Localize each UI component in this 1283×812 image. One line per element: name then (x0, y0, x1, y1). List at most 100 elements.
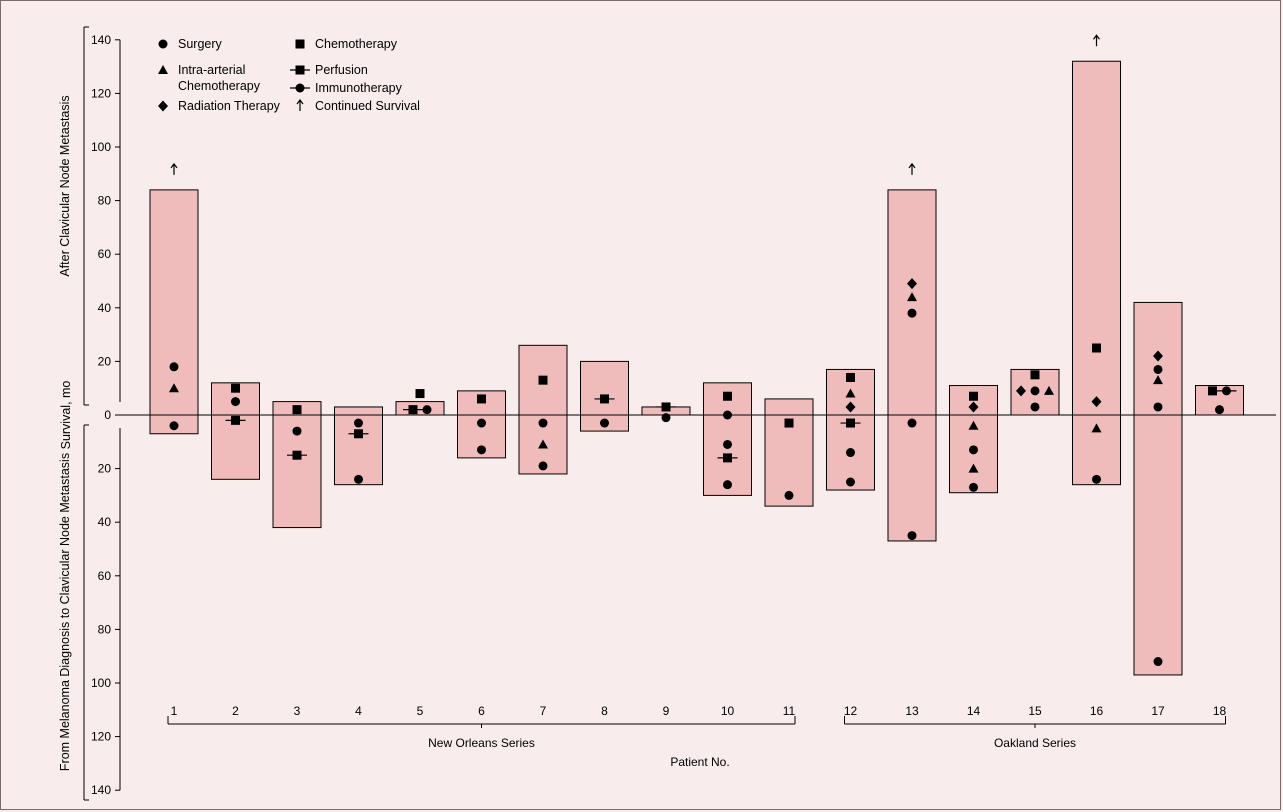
survival-bar-patient-7 (518, 344, 568, 475)
continued-head (296, 99, 304, 105)
radiation-marker (1016, 385, 1026, 397)
chemotherapy-marker (723, 391, 732, 401)
continued-head (170, 162, 178, 169)
surgery-marker (600, 418, 609, 428)
legend-label-line: Chemotherapy (178, 79, 261, 93)
treatment-surgery-patient-2 (231, 397, 240, 407)
treatment-chemotherapy-patient-3 (292, 405, 302, 415)
legend-marker-intra_arterial (158, 65, 168, 74)
y-tick-label: 60 (98, 247, 112, 261)
survival-bar-patient-12 (826, 368, 875, 491)
bars-layer (149, 60, 1244, 676)
treatment-surgery-patient-17 (1153, 364, 1163, 374)
intra-arterial-marker (968, 420, 979, 430)
chemotherapy-marker (292, 405, 302, 415)
y-tick-label: 40 (98, 515, 112, 529)
y-tick-label: 60 (98, 569, 112, 583)
treatment-intra_arterial-patient-1 (169, 383, 179, 393)
intra-arterial-marker (1044, 385, 1054, 395)
legend-label-line: Surgery (178, 37, 223, 51)
patient-label-18: 18 (1213, 704, 1227, 718)
surgery-marker (538, 461, 548, 471)
treatment-perfusion-patient-4 (348, 429, 369, 439)
surgery-marker (723, 410, 732, 420)
intra-arterial-marker (1153, 375, 1163, 385)
treatment-radiation-patient-15 (1016, 385, 1026, 397)
perfusion-marker (600, 394, 609, 404)
chemotherapy-marker (231, 383, 240, 393)
legend-label-chemotherapy: Chemotherapy (315, 37, 398, 51)
surgery-marker (1215, 405, 1224, 415)
intra-arterial-marker (1091, 423, 1102, 433)
surgery-marker (1030, 402, 1040, 412)
y-tick-label: 0 (104, 408, 111, 422)
surgery-marker (1092, 474, 1101, 484)
treatment-surgery-patient-8 (600, 418, 609, 428)
patient-label-4: 4 (355, 704, 362, 718)
patient-label-16: 16 (1090, 704, 1104, 718)
patient-label-3: 3 (294, 704, 301, 718)
treatment-chemotherapy-patient-18 (1208, 386, 1217, 396)
patient-label-9: 9 (663, 704, 670, 718)
y-tick-label: 120 (91, 730, 111, 744)
treatment-surgery-patient-11 (784, 490, 794, 500)
chemotherapy-marker (477, 394, 486, 404)
treatment-perfusion-patient-10 (717, 453, 738, 463)
treatment-surgery-patient-16 (1092, 474, 1101, 484)
legend-label-line: Continued Survival (315, 99, 420, 113)
intra-arterial-marker (968, 463, 979, 473)
y-tick-label: 140 (91, 783, 111, 797)
perfusion-marker (292, 450, 302, 460)
perfusion-marker (661, 402, 671, 412)
legend: Surgery Chemotherapy Intra-arterial Chemoth… (158, 37, 420, 113)
perfusion-marker (408, 405, 418, 415)
surgery-marker (422, 405, 432, 415)
chemotherapy-marker (538, 375, 548, 385)
continued-survival-arrow-patient-1 (170, 162, 178, 175)
perfusion-marker (231, 415, 240, 425)
immunotherapy-marker (295, 83, 305, 93)
legend-label-line: Chemotherapy (315, 37, 398, 51)
intra-arterial-marker (907, 292, 917, 302)
patient-label-15: 15 (1028, 704, 1042, 718)
patient-label-1: 1 (171, 704, 178, 718)
survival-bar-patient-1 (149, 189, 199, 435)
intra-arterial-marker (169, 383, 179, 393)
treatment-surgery-patient-14 (969, 445, 978, 455)
treatment-surgery-patient-6 (477, 445, 486, 455)
treatment-intra_arterial-patient-16 (1091, 423, 1102, 433)
surgery-marker (723, 439, 732, 449)
surgery-marker (661, 413, 671, 423)
y-tick-label: 40 (98, 301, 112, 315)
radiation-marker (158, 100, 168, 112)
immunotherapy-marker (1222, 386, 1231, 396)
patient-label-13: 13 (905, 704, 919, 718)
marks-layer (169, 34, 1237, 667)
surgery-marker (907, 418, 917, 428)
perfusion-marker (295, 65, 305, 75)
patient-label-11: 11 (783, 704, 796, 718)
y-tick-label: 20 (98, 354, 112, 368)
treatment-chemotherapy-patient-10 (723, 391, 732, 401)
legend-label-perfusion: Perfusion (315, 63, 368, 77)
treatment-surgery-patient-17 (1153, 657, 1163, 667)
treatment-surgery-patient-17 (1153, 402, 1163, 412)
treatment-perfusion-patient-8 (594, 394, 615, 404)
continued-survival-arrow-patient-13 (908, 162, 916, 175)
perfusion-marker (354, 429, 363, 439)
chemotherapy-marker (1208, 386, 1217, 396)
treatment-chemotherapy-patient-15 (1030, 370, 1040, 380)
treatment-surgery-patient-13 (907, 308, 917, 318)
surgery-marker (846, 477, 855, 487)
legend-marker-surgery (158, 39, 168, 49)
treatment-radiation-patient-14 (968, 401, 979, 413)
treatment-chemotherapy-patient-11 (784, 418, 794, 428)
patient-label-12: 12 (844, 704, 858, 718)
treatment-chemotherapy-patient-2 (231, 383, 240, 393)
y-tick-label: 20 (98, 462, 112, 476)
treatment-radiation-patient-13 (907, 278, 917, 290)
surgery-marker (477, 445, 486, 455)
